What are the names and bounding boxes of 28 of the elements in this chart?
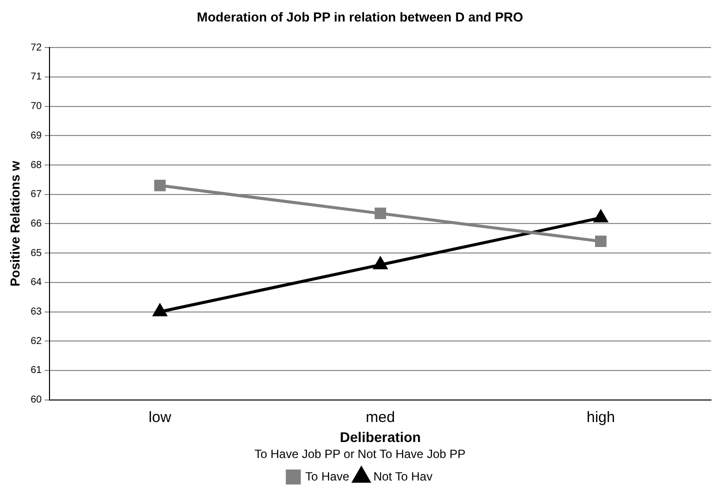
y-tick-label: 72 [30, 42, 42, 54]
point [594, 210, 608, 222]
y-tick-label: 65 [30, 248, 42, 259]
y-tick-label: 60 [30, 394, 42, 406]
x-tick-label: med [366, 408, 395, 426]
point [595, 236, 607, 248]
y-tick-label: 69 [30, 130, 42, 142]
x-tick-label: low [148, 408, 172, 426]
y-tick-label: 64 [30, 277, 42, 288]
y-tick-label: 62 [30, 336, 42, 347]
y-tick-label: 70 [30, 101, 42, 112]
y-tick-label: 61 [30, 365, 42, 376]
point [374, 257, 388, 270]
x-axis-title: Deliberation [340, 429, 421, 446]
legend-label: Not To Hav [373, 469, 432, 484]
y-tick-label: 63 [30, 306, 42, 318]
y-tick-label: 68 [30, 160, 42, 171]
point [153, 304, 167, 316]
legend-label: To Have [305, 469, 350, 484]
y-tick-label: 66 [30, 218, 42, 230]
point [374, 208, 386, 220]
point [154, 180, 166, 192]
y-axis-title: Positive Relations w [7, 160, 22, 287]
y-tick-label: 71 [30, 72, 42, 83]
legend-title: To Have Job PP or Not To Have Job PP [254, 446, 466, 461]
x-tick-label: high [586, 408, 615, 426]
chart-title: Moderation of Job PP in relation between D and PRO [196, 9, 524, 24]
y-tick-label: 67 [30, 189, 42, 200]
